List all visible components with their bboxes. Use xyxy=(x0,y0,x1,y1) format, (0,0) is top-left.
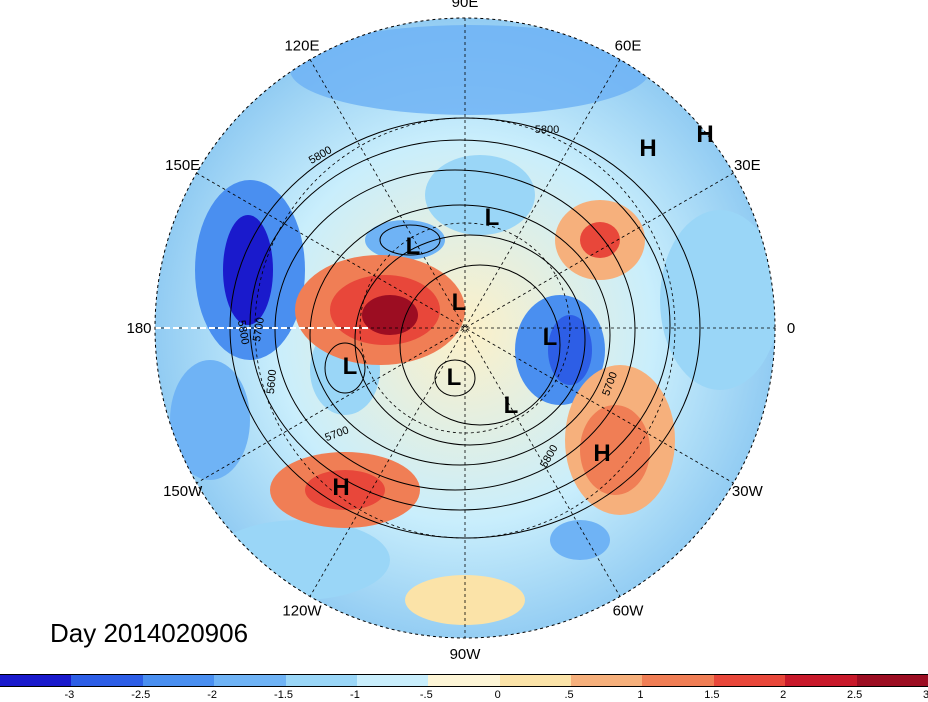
longitude-label: 30W xyxy=(732,483,764,500)
contour-label: 5800 xyxy=(235,319,251,345)
longitude-label: 120E xyxy=(284,38,319,55)
colorbar-tick-label: 1 xyxy=(637,689,644,701)
colorbar-tick-label: 2 xyxy=(780,689,787,701)
high-pressure-marker: H xyxy=(593,440,610,467)
longitude-label: 90W xyxy=(450,646,482,663)
longitude-label: 0 xyxy=(787,320,795,337)
colorbar-swatch xyxy=(71,674,144,687)
longitude-label: 60W xyxy=(613,602,645,619)
colorbar-swatch xyxy=(356,674,430,687)
high-pressure-marker: H xyxy=(696,121,713,148)
colorbar-swatch xyxy=(499,674,573,687)
low-pressure-marker: L xyxy=(504,392,519,419)
height-contours xyxy=(229,117,701,539)
longitude-label: 150W xyxy=(163,483,203,500)
colorbar-swatch xyxy=(214,674,287,687)
longitude-label: 60E xyxy=(615,38,642,55)
colorbar-swatch xyxy=(785,674,858,687)
date-title: Day 2014020906 xyxy=(50,618,249,648)
colorbar-tick-label: 3 xyxy=(922,689,928,701)
colorbar-swatch xyxy=(642,674,715,687)
colorbar-tick-label: .5 xyxy=(564,689,574,701)
high-pressure-marker: H xyxy=(639,135,656,162)
longitude-label: 180 xyxy=(126,320,151,337)
longitude-label: 150E xyxy=(165,157,200,174)
colorbar-tick-label: -2.5 xyxy=(131,689,151,701)
colorbar-tick-label: -3 xyxy=(64,689,75,701)
colorbar-tick-label: -1 xyxy=(350,689,360,701)
contour-label: 5700 xyxy=(251,316,267,342)
colorbar-swatch xyxy=(713,674,787,687)
colorbar: -3 -2.5 -2 -1.5 -1 -.5 0 .5 1 1.5 2 2.5 3 xyxy=(0,674,928,702)
longitude-label: 30E xyxy=(734,157,761,174)
low-pressure-marker: L xyxy=(452,289,467,316)
low-pressure-marker: L xyxy=(485,204,500,231)
colorbar-tick-label: -1.5 xyxy=(274,689,294,701)
map-boundary xyxy=(154,17,776,639)
colorbar-swatch xyxy=(571,674,644,687)
colorbar-tick-label: 0 xyxy=(494,689,501,701)
low-pressure-marker: L xyxy=(543,324,558,351)
high-pressure-marker: H xyxy=(332,474,349,501)
low-pressure-marker: L xyxy=(447,364,462,391)
longitude-label: 120W xyxy=(282,602,322,619)
colorbar-swatch xyxy=(142,674,216,687)
colorbar-tick-label: 1.5 xyxy=(704,689,720,701)
contour-label: 5600 xyxy=(265,369,279,394)
pressure-system-labels: H H H H L L L L L L L xyxy=(332,121,713,501)
contour-label: 5800 xyxy=(535,124,559,136)
colorbar-swatch xyxy=(0,674,73,687)
colorbar-swatch xyxy=(856,674,928,687)
low-pressure-marker: L xyxy=(343,353,358,380)
colorbar-swatch xyxy=(428,674,501,687)
longitude-labels: 90E 60E 30E 0 30W 60W 90W 120W 150W 180 150E 120E xyxy=(126,0,795,663)
longitude-label: 90E xyxy=(452,0,479,11)
colorbar-tick-label: -.5 xyxy=(419,689,433,701)
low-pressure-marker: L xyxy=(406,233,421,260)
colorbar-tick-label: -2 xyxy=(207,689,218,701)
colorbar-swatch xyxy=(285,674,358,687)
colorbar-tick-label: 2.5 xyxy=(846,689,863,701)
